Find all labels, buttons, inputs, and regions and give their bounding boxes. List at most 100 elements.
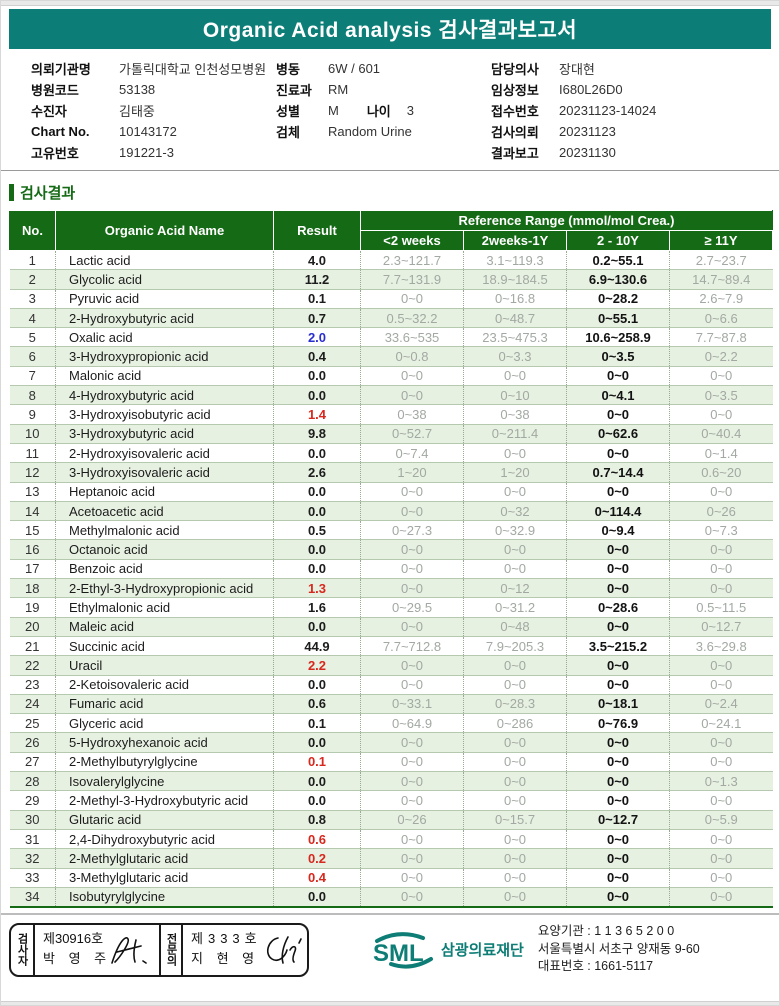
row-ref-0: 33.6~535 [360, 327, 464, 348]
info-label: 담당의사 [491, 62, 539, 77]
row-ref-0: 0~64.9 [360, 713, 464, 734]
row-result: 0.1 [273, 752, 361, 773]
row-name: Glutaric acid [55, 810, 274, 830]
table-row: 34 Isobutyrylglycine 0.0 0~0 0~0 0~0 0~0 [9, 887, 773, 908]
info-value: 가톨릭대학교 인천성모병원 [119, 62, 267, 77]
info-row-col1-4: 고유번호 191221-3 [31, 142, 276, 163]
row-ref-2: 0~4.1 [566, 385, 670, 406]
row-name: Ethylmalonic acid [55, 597, 274, 618]
row-ref-1: 3.1~119.3 [463, 250, 567, 271]
col-header-result: Result [273, 210, 361, 251]
row-result: 0.0 [273, 366, 361, 387]
col-header-ref-1: 2weeks-1Y [463, 230, 567, 251]
row-ref-0: 0~0 [360, 868, 464, 888]
row-ref-3: 0~5.9 [669, 810, 773, 830]
row-ref-0: 0~0 [360, 539, 464, 560]
row-result: 0.1 [273, 289, 361, 309]
row-name: Succinic acid [55, 636, 274, 657]
patient-info-col1: 의뢰기관명 가톨릭대학교 인천성모병원 병원코드 53138 수진자 김태중 Chart N… [31, 58, 276, 163]
row-ref-1: 0~286 [463, 713, 567, 734]
row-ref-1: 0~48 [463, 617, 567, 637]
row-ref-2: 0~3.5 [566, 346, 670, 367]
row-ref-3: 2.7~23.7 [669, 250, 773, 271]
row-no: 27 [9, 752, 56, 773]
row-ref-3: 0~0 [669, 848, 773, 869]
table-row: 32 2-Methylglutaric acid 0.2 0~0 0~0 0~0 0~0 [9, 848, 773, 869]
row-ref-1: 0~10 [463, 385, 567, 406]
row-no: 34 [9, 887, 56, 908]
row-ref-1: 0~0 [463, 366, 567, 387]
row-name: Isobutyrylglycine [55, 887, 274, 908]
row-no: 14 [9, 501, 56, 522]
row-no: 17 [9, 559, 56, 580]
table-row: 9 3-Hydroxyisobutyric acid 1.4 0~38 0~38 0~0 0… [9, 404, 773, 425]
row-no: 19 [9, 597, 56, 618]
table-row: 24 Fumaric acid 0.6 0~33.1 0~28.3 0~18.1 0~2.4 [9, 694, 773, 715]
row-ref-3: 0~0 [669, 868, 773, 888]
row-name: Malonic acid [55, 366, 274, 387]
row-name: Benzoic acid [55, 559, 274, 580]
row-ref-1: 0~0 [463, 752, 567, 773]
row-ref-3: 0~24.1 [669, 713, 773, 734]
info-divider [1, 170, 779, 171]
row-ref-2: 6.9~130.6 [566, 269, 670, 290]
row-name: 2-Ethyl-3-Hydroxypropionic acid [55, 578, 274, 599]
row-ref-2: 0~0 [566, 366, 670, 387]
row-ref-1: 0~0 [463, 887, 567, 908]
row-name: Pyruvic acid [55, 289, 274, 309]
row-ref-1: 0~0 [463, 482, 567, 502]
row-result: 2.0 [273, 327, 361, 348]
info-value: M [328, 103, 339, 118]
table-row: 26 5-Hydroxyhexanoic acid 0.0 0~0 0~0 0~0 0~0 [9, 732, 773, 753]
row-ref-2: 0~0 [566, 771, 670, 792]
row-ref-2: 0~0 [566, 482, 670, 502]
table-row: 3 Pyruvic acid 0.1 0~0 0~16.8 0~28.2 2.6~7.9 [9, 289, 773, 309]
row-ref-1: 0~15.7 [463, 810, 567, 830]
table-row: 29 2-Methyl-3-Hydroxybutyric acid 0.0 0~0 0~… [9, 790, 773, 811]
table-row: 17 Benzoic acid 0.0 0~0 0~0 0~0 0~0 [9, 559, 773, 580]
row-result: 0.4 [273, 346, 361, 367]
row-no: 21 [9, 636, 56, 657]
results-section-head: 검사결과 [9, 182, 779, 203]
row-ref-3: 3.6~29.8 [669, 636, 773, 657]
row-ref-2: 0~0 [566, 617, 670, 637]
row-ref-0: 0~26 [360, 810, 464, 830]
row-result: 0.1 [273, 713, 361, 734]
table-row: 30 Glutaric acid 0.8 0~26 0~15.7 0~12.7 0~5.9 [9, 810, 773, 830]
table-row: 15 Methylmalonic acid 0.5 0~27.3 0~32.9 0~9.4… [9, 520, 773, 541]
row-result: 0.0 [273, 443, 361, 464]
info-value: 191221-3 [119, 145, 174, 160]
row-result: 0.6 [273, 694, 361, 715]
row-ref-2: 0.7~14.4 [566, 462, 670, 483]
row-ref-3: 0~0 [669, 790, 773, 811]
col-header-name: Organic Acid Name [55, 210, 274, 251]
row-ref-3: 0~6.6 [669, 308, 773, 329]
row-result: 0.8 [273, 810, 361, 830]
row-result: 0.0 [273, 617, 361, 637]
row-ref-2: 0~28.2 [566, 289, 670, 309]
table-row: 27 2-Methylbutyrylglycine 0.1 0~0 0~0 0~0 0~0 [9, 752, 773, 773]
row-ref-1: 0~32 [463, 501, 567, 522]
row-ref-2: 0~0 [566, 790, 670, 811]
results-table-body: 1 Lactic acid 4.0 2.3~121.7 3.1~119.3 0.2~55.… [9, 250, 773, 908]
row-ref-1: 0~0 [463, 790, 567, 811]
row-result: 0.7 [273, 308, 361, 329]
row-ref-2: 0~76.9 [566, 713, 670, 734]
row-ref-2: 0~0 [566, 829, 670, 850]
stamp-role-specialist: 전문의 [159, 924, 183, 975]
row-ref-1: 0~28.3 [463, 694, 567, 715]
info-label: 임상정보 [491, 83, 539, 98]
row-ref-0: 0~0 [360, 771, 464, 792]
row-name: 3-Hydroxybutyric acid [55, 424, 274, 444]
row-no: 9 [9, 404, 56, 425]
row-ref-1: 23.5~475.3 [463, 327, 567, 348]
row-result: 1.3 [273, 578, 361, 599]
row-no: 2 [9, 269, 56, 290]
row-no: 23 [9, 675, 56, 695]
info-value: 20231123-14024 [559, 103, 657, 118]
row-name: 3-Methylglutaric acid [55, 868, 274, 888]
company-block: SML 삼광의료재단 요양기관 : 1 1 3 6 5 2 0 0 서울특별시 … [371, 923, 700, 976]
row-ref-3: 0~0 [669, 752, 773, 773]
row-ref-3: 0~0 [669, 578, 773, 599]
row-ref-2: 0~0 [566, 539, 670, 560]
